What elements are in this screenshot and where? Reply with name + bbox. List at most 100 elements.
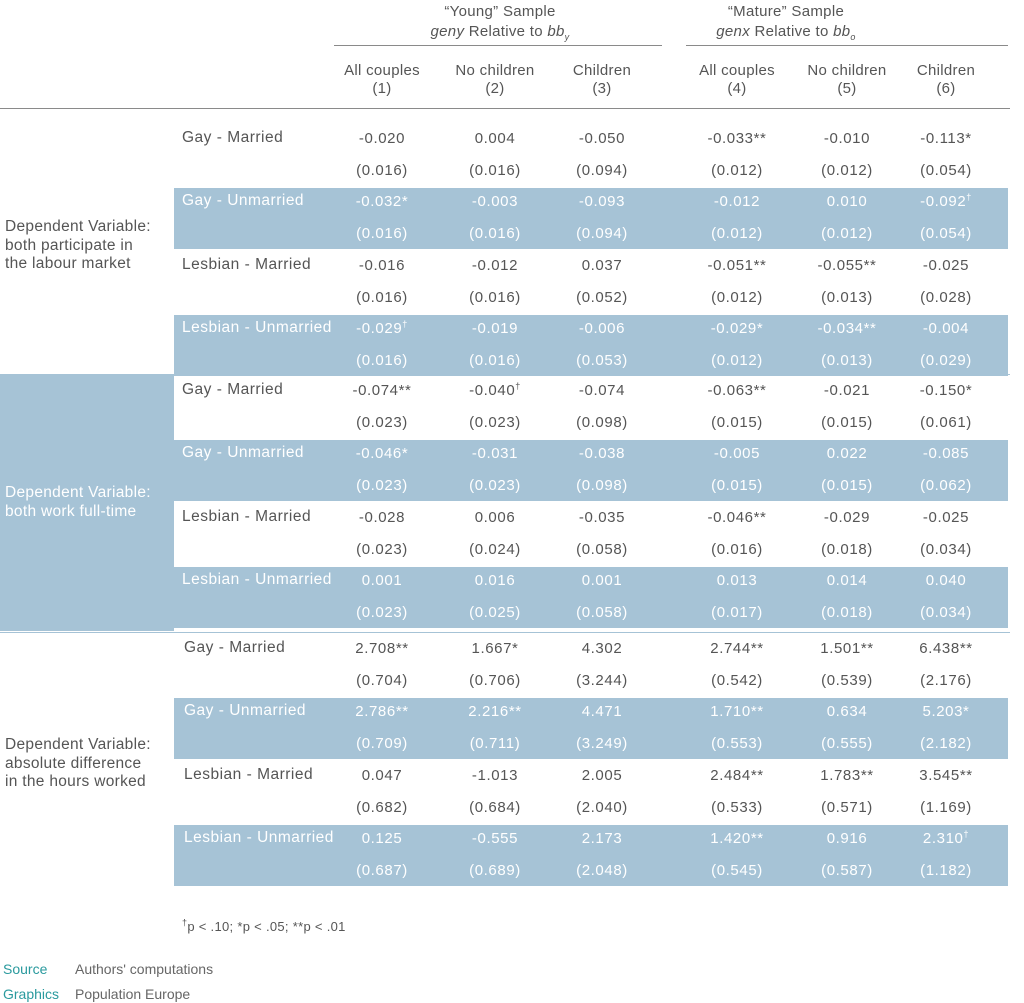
estimate-cell: 0.634	[826, 703, 868, 721]
standard-error-cell: (0.058)	[576, 540, 628, 558]
standard-error-cell: (0.533)	[711, 798, 763, 816]
estimate-cell: 2.484**	[710, 766, 764, 784]
standard-error-cell: (0.016)	[356, 288, 408, 306]
standard-error-cell: (1.169)	[920, 798, 972, 816]
estimate-cell: -0.006	[578, 319, 626, 337]
estimate-cell: 0.001	[361, 571, 403, 589]
young-sample-subtitle: geny Relative to bby	[430, 23, 570, 42]
source-value: Authors' computations	[75, 961, 214, 977]
estimate-cell: -0.074	[578, 382, 626, 399]
standard-error-cell: (3.249)	[576, 735, 628, 753]
estimate-cell: -0.555	[471, 829, 519, 847]
dependent-variable-line: Dependent Variable:	[5, 484, 151, 501]
estimate-cell: -0.033**	[707, 130, 767, 147]
standard-error-cell: (0.025)	[469, 603, 521, 621]
graphics-label: Graphics	[3, 986, 60, 1002]
mature-header-rule	[686, 45, 1008, 46]
estimate-cell: -0.029	[823, 508, 871, 526]
column-number: (6)	[936, 80, 956, 97]
estimate-cell: 4.471	[581, 703, 623, 721]
standard-error-cell: (0.015)	[711, 477, 763, 495]
standard-error-cell: (0.017)	[711, 603, 763, 621]
row-label: Lesbian - Unmarried	[182, 570, 332, 588]
estimate-cell: 1.420**	[710, 829, 764, 847]
standard-error-cell: (0.016)	[469, 351, 521, 369]
estimate-cell: 2.786**	[355, 703, 409, 721]
column-label: No children	[807, 62, 887, 79]
standard-error-cell: (0.553)	[711, 735, 763, 753]
group-separator	[0, 374, 1010, 375]
estimate-cell: -0.019	[471, 319, 519, 337]
estimate-cell: 0.001	[581, 571, 623, 589]
standard-error-cell: (0.016)	[356, 225, 408, 243]
standard-error-cell: (0.016)	[356, 351, 408, 369]
column-header-3: Children (3)	[542, 62, 662, 98]
estimate-cell: 0.040	[925, 571, 967, 589]
row-label: Gay - Unmarried	[182, 192, 305, 210]
standard-error-cell: (0.571)	[821, 798, 873, 816]
dependent-variable-label: Dependent Variable: both participate in th…	[5, 218, 151, 274]
column-number: (1)	[372, 80, 392, 97]
standard-error-cell: (0.023)	[356, 414, 408, 431]
standard-error-cell: (0.053)	[576, 351, 628, 369]
column-number: (3)	[592, 80, 612, 97]
standard-error-cell: (0.016)	[356, 162, 408, 179]
standard-error-cell: (0.034)	[920, 540, 972, 558]
significance-footnote: †p < .10; *p < .05; **p < .01	[182, 917, 346, 934]
column-label: Children	[572, 62, 632, 79]
standard-error-cell: (3.244)	[576, 672, 628, 689]
row-label: Gay - Unmarried	[184, 702, 307, 720]
dependent-variable-line: in the hours worked	[5, 773, 146, 790]
standard-error-cell: (0.542)	[711, 672, 763, 689]
estimate-cell: -0.040†	[469, 381, 521, 400]
table-row-band	[174, 314, 1008, 376]
estimate-cell: 5.203*	[922, 703, 970, 721]
column-header-1: All couples (1)	[322, 62, 442, 98]
young-sample-title: “Young” Sample	[444, 3, 556, 20]
standard-error-cell: (0.023)	[356, 540, 408, 558]
column-label: All couples	[699, 62, 775, 79]
estimate-cell: -0.003	[471, 193, 519, 211]
estimate-cell: 1.783**	[820, 766, 874, 784]
standard-error-cell: (0.052)	[576, 288, 628, 306]
standard-error-cell: (0.704)	[356, 672, 408, 689]
estimate-cell: 0.013	[716, 571, 758, 589]
standard-error-cell: (0.094)	[576, 225, 628, 243]
standard-error-cell: (0.555)	[821, 735, 873, 753]
estimate-cell: 2.005	[581, 766, 623, 784]
standard-error-cell: (0.016)	[469, 225, 521, 243]
dependent-variable-label: Dependent Variable: both work full-time	[5, 484, 151, 521]
row-label: Lesbian - Married	[184, 765, 314, 783]
row-label: Lesbian - Married	[182, 255, 312, 273]
standard-error-cell: (0.539)	[821, 672, 873, 689]
estimate-cell: -0.050	[578, 130, 626, 147]
dependent-variable-label: Dependent Variable: absolute difference in…	[5, 736, 151, 792]
dependent-variable-line: the labour market	[5, 255, 131, 272]
dependent-variable-line: both participate in	[5, 236, 134, 254]
estimate-cell: -0.031	[471, 445, 519, 463]
estimate-cell: 0.016	[474, 571, 516, 589]
estimate-cell: -0.046*	[355, 445, 409, 463]
graphics-value: Population Europe	[75, 986, 191, 1002]
estimate-cell: -0.020	[358, 130, 406, 147]
estimate-cell: -0.034**	[817, 319, 877, 337]
standard-error-cell: (0.016)	[711, 540, 763, 558]
standard-error-cell: (0.682)	[356, 798, 408, 816]
standard-error-cell: (0.015)	[821, 414, 873, 431]
standard-error-cell: (0.012)	[711, 162, 763, 179]
standard-error-cell: (0.709)	[356, 735, 408, 753]
standard-error-cell: (0.098)	[576, 477, 628, 495]
standard-error-cell: (0.023)	[356, 603, 408, 621]
table-row-band	[174, 188, 1008, 250]
estimate-cell: -0.092†	[920, 192, 972, 211]
estimate-cell: 0.037	[581, 256, 623, 274]
column-header-rule	[0, 108, 1010, 109]
estimate-cell: -0.035	[578, 508, 626, 526]
estimate-cell: 0.006	[474, 508, 516, 526]
estimate-cell: -0.063**	[707, 382, 767, 399]
dependent-variable-line: both work full-time	[5, 502, 137, 520]
standard-error-cell: (0.034)	[920, 603, 972, 621]
standard-error-cell: (0.016)	[469, 162, 521, 179]
standard-error-cell: (0.706)	[469, 672, 521, 689]
standard-error-cell: (2.040)	[576, 798, 628, 816]
